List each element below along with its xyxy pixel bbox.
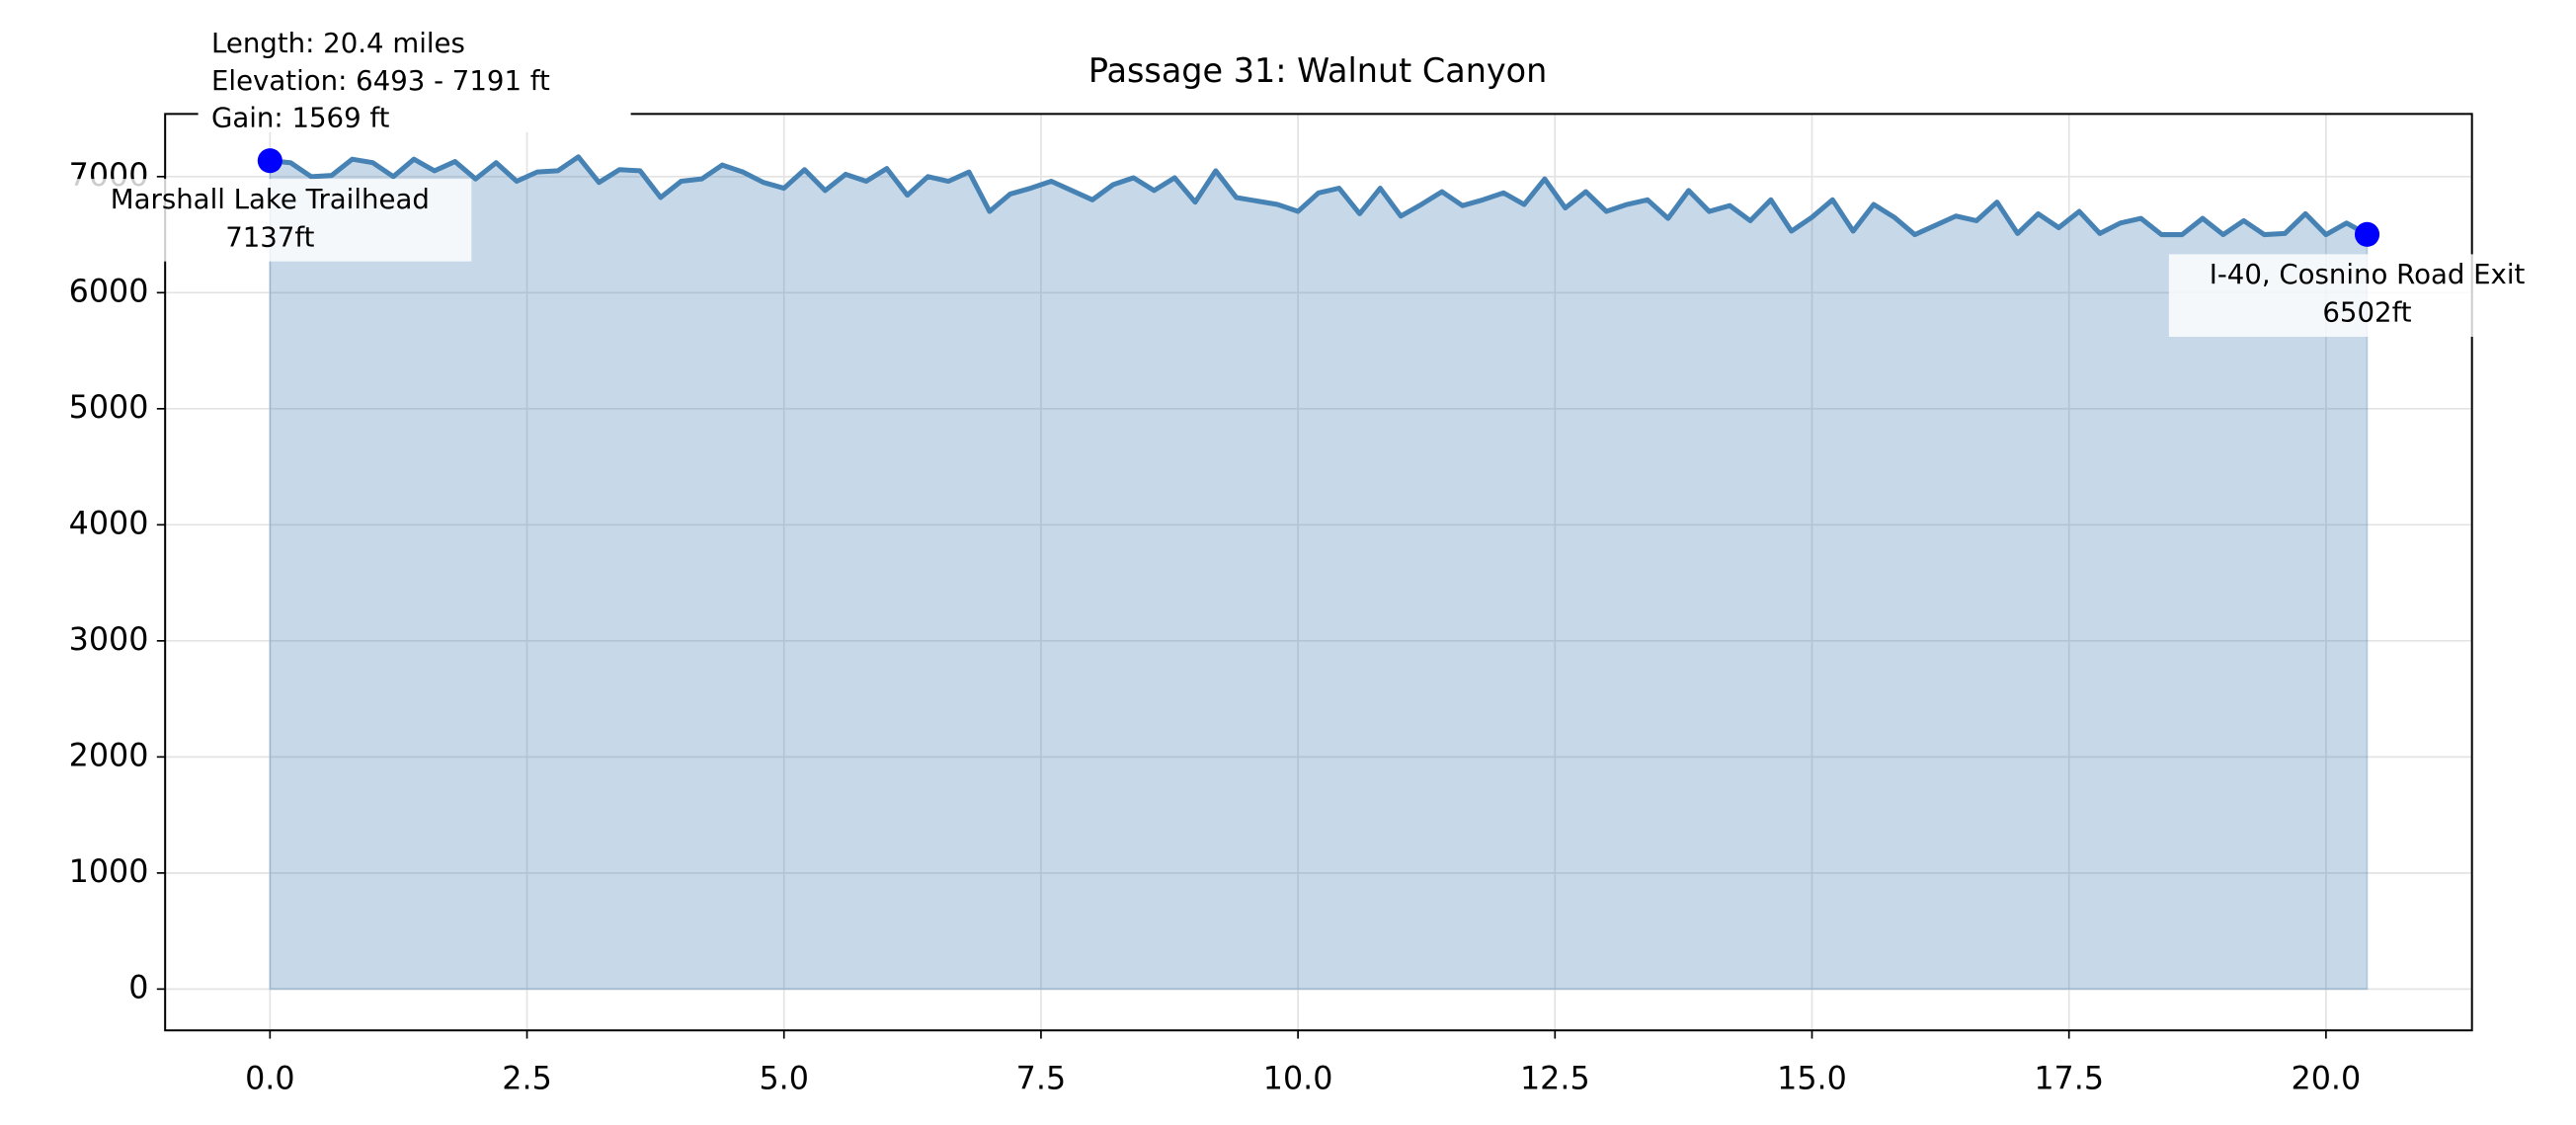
- marker-value-label: 6502ft: [2322, 296, 2411, 329]
- x-tick-label: 12.5: [1520, 1061, 1590, 1096]
- x-tick-label: 10.0: [1263, 1061, 1333, 1096]
- endpoint-marker: [257, 148, 282, 174]
- axes-frame: [164, 113, 2473, 1032]
- marker-value-label: 7137ft: [225, 220, 314, 253]
- x-tick-label: 15.0: [1777, 1061, 1847, 1096]
- x-tick-label: 7.5: [1016, 1061, 1066, 1096]
- x-tick-label: 20.0: [2292, 1061, 2362, 1096]
- info-box: [198, 20, 631, 132]
- marker-label: I-40, Cosnino Road Exit: [2210, 258, 2526, 290]
- info-line: Gain: 1569 ft: [211, 101, 390, 133]
- y-tick-label: 4000: [69, 506, 149, 541]
- marker-label-box: [2168, 254, 2566, 337]
- y-tick-label: 5000: [69, 390, 149, 426]
- x-tick-label: 17.5: [2034, 1061, 2104, 1096]
- info-line: Elevation: 6493 - 7191 ft: [211, 64, 550, 97]
- y-tick-label: 2000: [69, 738, 149, 773]
- x-tick-label: 5.0: [759, 1061, 809, 1096]
- x-tick-label: 0.0: [245, 1061, 294, 1096]
- y-tick-label: 6000: [69, 274, 149, 309]
- y-tick-label: 1000: [69, 854, 149, 890]
- y-tick-label: 0: [128, 970, 148, 1005]
- y-tick-label: 3000: [69, 622, 149, 658]
- x-tick-label: 2.5: [502, 1061, 552, 1096]
- elevation-line: [270, 154, 2369, 238]
- marker-label-box: [63, 179, 472, 262]
- marker-label: Marshall Lake Trailhead: [111, 183, 430, 215]
- chart-title: Passage 31: Walnut Canyon: [1088, 51, 1547, 90]
- info-line: Length: 20.4 miles: [211, 27, 465, 59]
- area: [269, 155, 2369, 991]
- endpoint-marker: [2354, 221, 2380, 247]
